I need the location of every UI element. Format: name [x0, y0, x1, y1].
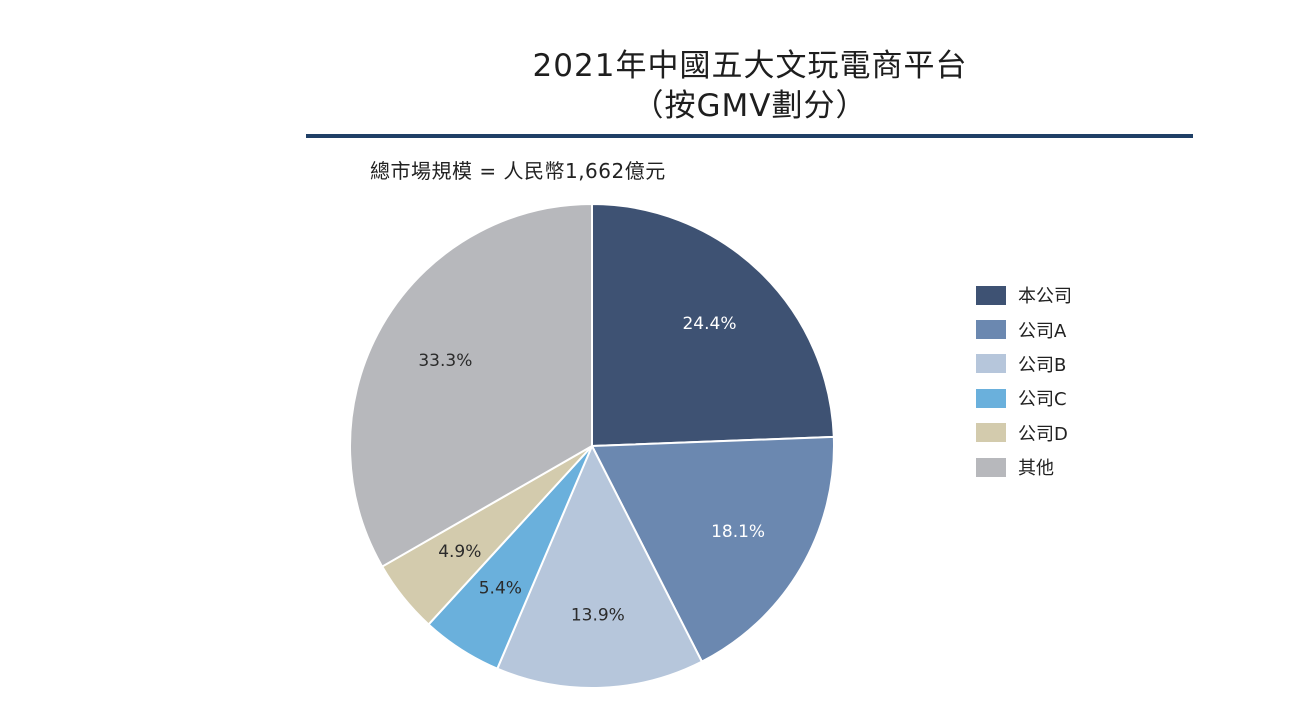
slice-data-label: 18.1% — [711, 522, 765, 542]
slice-data-label: 33.3% — [418, 351, 472, 371]
legend-label: 公司C — [1018, 389, 1067, 411]
pie-slice — [590, 435, 835, 663]
pie-slice — [591, 202, 835, 448]
legend-label: 本公司 — [1018, 286, 1072, 308]
pie-slice — [495, 443, 704, 689]
slice-data-label: 5.4% — [479, 578, 522, 598]
title-divider — [306, 134, 1193, 138]
legend-swatch — [976, 320, 1006, 340]
legend-item: 本公司 — [976, 278, 1072, 312]
legend-item: 公司C — [976, 381, 1072, 415]
slice-data-label: 4.9% — [438, 542, 481, 562]
pie-slice — [349, 202, 593, 568]
legend-swatch — [976, 354, 1006, 374]
slice-data-label: 13.9% — [571, 605, 625, 625]
legend-label: 公司D — [1018, 423, 1068, 445]
chart-title-line-1: 2021年中國五大文玩電商平台 — [532, 48, 968, 84]
legend-item: 公司B — [976, 347, 1072, 381]
legend-label: 公司B — [1018, 354, 1067, 376]
legend-label: 其他 — [1018, 458, 1054, 480]
legend-item: 公司A — [976, 312, 1072, 346]
chart-title-line-2: （按GMV劃分） — [632, 88, 868, 124]
legend-item: 公司D — [976, 416, 1072, 450]
chart-legend: 本公司 公司A 公司B 公司C 公司D 其他 — [976, 278, 1072, 484]
chart-subtitle: 總市場規模 = 人民幣1,662億元 — [370, 159, 666, 183]
legend-swatch — [976, 457, 1006, 477]
legend-swatch — [976, 423, 1006, 443]
legend-label: 公司A — [1018, 320, 1067, 342]
legend-item: 其他 — [976, 450, 1072, 484]
slice-data-label: 24.4% — [682, 314, 736, 334]
legend-swatch — [976, 285, 1006, 305]
legend-swatch — [976, 388, 1006, 408]
